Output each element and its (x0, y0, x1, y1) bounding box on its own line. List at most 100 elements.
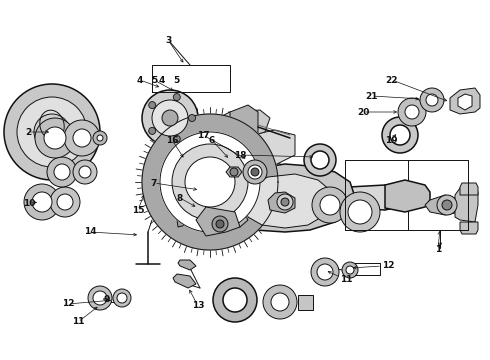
Text: 15: 15 (132, 206, 144, 215)
Text: 12: 12 (62, 300, 74, 309)
Polygon shape (173, 274, 196, 288)
Text: 17: 17 (196, 131, 209, 140)
Circle shape (88, 286, 112, 310)
Polygon shape (200, 200, 248, 227)
Circle shape (277, 194, 293, 210)
Circle shape (216, 220, 224, 228)
Circle shape (57, 194, 73, 210)
Polygon shape (455, 187, 478, 222)
Circle shape (390, 125, 410, 145)
Text: 11: 11 (72, 318, 84, 327)
Circle shape (382, 117, 418, 153)
Polygon shape (160, 132, 260, 232)
Circle shape (304, 144, 336, 176)
Circle shape (142, 90, 198, 146)
Text: 9: 9 (104, 296, 110, 305)
Polygon shape (176, 196, 196, 227)
Text: 1: 1 (435, 246, 441, 255)
Polygon shape (245, 174, 335, 228)
Polygon shape (230, 105, 258, 148)
Circle shape (97, 135, 103, 141)
Circle shape (420, 88, 444, 112)
Circle shape (312, 187, 348, 223)
Polygon shape (450, 88, 480, 114)
Circle shape (342, 262, 358, 278)
Circle shape (173, 94, 180, 100)
Text: 5: 5 (151, 76, 157, 85)
Circle shape (148, 127, 156, 134)
Text: 6: 6 (209, 135, 215, 144)
Polygon shape (178, 260, 196, 270)
Polygon shape (460, 183, 478, 195)
Polygon shape (425, 195, 460, 215)
Circle shape (348, 200, 372, 224)
Circle shape (32, 192, 52, 212)
Circle shape (230, 168, 238, 176)
Circle shape (93, 131, 107, 145)
Polygon shape (142, 114, 278, 250)
Text: 13: 13 (192, 302, 204, 310)
Circle shape (162, 110, 178, 126)
Circle shape (426, 94, 438, 106)
Circle shape (47, 157, 77, 187)
Circle shape (54, 164, 70, 180)
Circle shape (73, 160, 97, 184)
Text: 5: 5 (173, 76, 179, 85)
Circle shape (398, 98, 426, 126)
Text: 21: 21 (366, 91, 378, 100)
Circle shape (117, 293, 127, 303)
Circle shape (17, 97, 87, 167)
Circle shape (73, 129, 91, 147)
Polygon shape (298, 295, 313, 310)
Text: 20: 20 (357, 108, 369, 117)
Text: 16: 16 (166, 135, 178, 144)
Circle shape (212, 216, 228, 232)
Text: 7: 7 (151, 179, 157, 188)
Polygon shape (460, 222, 478, 234)
Circle shape (172, 144, 248, 220)
Circle shape (248, 165, 262, 179)
Circle shape (93, 291, 107, 305)
Circle shape (173, 135, 180, 143)
Circle shape (311, 151, 329, 169)
Text: 4: 4 (159, 76, 165, 85)
Circle shape (311, 258, 339, 286)
Circle shape (223, 288, 247, 312)
Text: 3: 3 (165, 36, 171, 45)
Polygon shape (175, 110, 270, 150)
Circle shape (281, 198, 289, 206)
Circle shape (251, 168, 259, 176)
Circle shape (271, 293, 289, 311)
Polygon shape (385, 180, 430, 212)
Text: 14: 14 (84, 228, 97, 237)
Text: 11: 11 (340, 275, 352, 284)
Circle shape (64, 120, 100, 156)
Polygon shape (226, 167, 242, 177)
Circle shape (152, 100, 188, 136)
Polygon shape (268, 192, 295, 213)
Text: 19: 19 (385, 135, 397, 144)
Polygon shape (175, 130, 295, 165)
Text: 12: 12 (382, 261, 394, 270)
Polygon shape (458, 94, 472, 110)
Circle shape (437, 195, 457, 215)
Circle shape (79, 166, 91, 178)
Circle shape (148, 102, 156, 109)
Polygon shape (230, 164, 355, 232)
Circle shape (34, 114, 70, 150)
Circle shape (243, 160, 267, 184)
Text: 4: 4 (137, 76, 143, 85)
Circle shape (317, 264, 333, 280)
Circle shape (263, 285, 297, 319)
Text: 22: 22 (386, 76, 398, 85)
Circle shape (4, 84, 100, 180)
Circle shape (442, 200, 452, 210)
Circle shape (44, 127, 66, 149)
Polygon shape (196, 207, 240, 236)
Text: 8: 8 (177, 194, 183, 202)
Circle shape (24, 184, 60, 220)
Text: 10: 10 (23, 198, 35, 207)
Circle shape (346, 266, 354, 274)
Circle shape (320, 195, 340, 215)
Circle shape (113, 289, 131, 307)
